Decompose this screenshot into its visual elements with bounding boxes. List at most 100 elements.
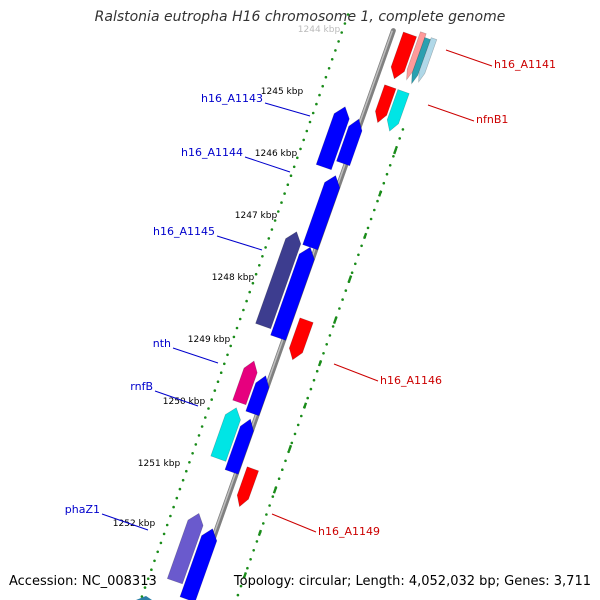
- tick-dot: [223, 362, 226, 366]
- tick-dot: [344, 289, 348, 292]
- feature-nfnB1-a[interactable]: [375, 84, 397, 124]
- reverse-gene-label[interactable]: h16_A1146: [380, 374, 442, 387]
- tick-dot: [366, 226, 370, 230]
- tick-dot: [265, 513, 268, 516]
- feature-phaZ1-cds[interactable]: [179, 528, 218, 600]
- feature-nth[interactable]: [232, 360, 258, 406]
- accession-text: Accession: NC_008313: [9, 574, 157, 589]
- forward-gene-label[interactable]: rnfB: [130, 380, 153, 393]
- feature-h16_A1141-alt3[interactable]: [418, 37, 438, 83]
- tick-dot: [350, 271, 354, 275]
- tick-dot: [305, 129, 309, 133]
- forward-gene-label[interactable]: phaZ1: [65, 503, 100, 516]
- feature-nfnB1[interactable]: [386, 89, 410, 132]
- tick-dot: [200, 425, 204, 428]
- tick-dot: [165, 523, 169, 527]
- tick-dot: [382, 181, 386, 185]
- leader-line: [333, 363, 379, 382]
- tick-dot: [156, 550, 159, 554]
- major-tick-mark: [362, 232, 368, 240]
- major-tick-mark: [332, 317, 338, 325]
- tick-label: 1250 kbp: [163, 397, 206, 407]
- leader-line: [101, 513, 149, 531]
- tick-dot: [172, 505, 175, 509]
- tick-dot: [311, 111, 315, 115]
- feature-h16_A1145[interactable]: [255, 231, 302, 330]
- leader-line: [264, 102, 311, 117]
- tick-dot: [255, 540, 259, 543]
- tick-label: 1249 kbp: [188, 335, 231, 345]
- tick-dot: [398, 137, 402, 140]
- tick-dot: [385, 172, 389, 176]
- tick-dot: [327, 67, 331, 70]
- tick-dot: [246, 566, 249, 570]
- tick-dot: [143, 586, 147, 589]
- tick-dot: [392, 155, 395, 158]
- tick-dot: [271, 495, 275, 498]
- leader-line: [244, 156, 291, 173]
- tick-dot: [315, 369, 319, 373]
- tick-dot: [261, 254, 264, 258]
- tick-dot: [286, 183, 290, 186]
- major-tick-mark: [393, 147, 398, 155]
- feature-h16_A1149[interactable]: [236, 466, 259, 508]
- reverse-gene-label[interactable]: h16_A1149: [318, 525, 380, 538]
- forward-gene-label[interactable]: h16_A1143: [201, 92, 263, 105]
- forward-gene-label[interactable]: h16_A1145: [153, 225, 215, 238]
- feature-h16_A1141[interactable]: [390, 31, 417, 80]
- feature-h16_A1141-alt1[interactable]: [406, 31, 427, 81]
- feature-h16_A1144[interactable]: [302, 175, 341, 251]
- forward-gene-label[interactable]: h16_A1144: [181, 146, 243, 159]
- tick-dot: [229, 344, 232, 348]
- tick-dot: [376, 199, 379, 203]
- tick-dot: [153, 559, 156, 563]
- tick-dot: [322, 352, 325, 355]
- tick-dot: [354, 262, 357, 266]
- tick-dot: [188, 461, 191, 464]
- tick-dot: [249, 558, 252, 561]
- tick-dot: [289, 174, 293, 177]
- tick-dot: [245, 299, 248, 303]
- reverse-gene-label[interactable]: h16_A1141: [494, 58, 556, 71]
- tick-dot: [262, 522, 265, 525]
- feature-h16_A1143[interactable]: [315, 106, 350, 171]
- feature-h16_A1143-cds[interactable]: [336, 118, 363, 167]
- tick-dot: [169, 514, 172, 518]
- tick-dot: [346, 13, 350, 16]
- feature-nth-cds[interactable]: [245, 375, 270, 417]
- tick-dot: [219, 371, 223, 375]
- tick-dot: [226, 353, 229, 357]
- tick-dot: [302, 138, 306, 142]
- tick-label: 1251 kbp: [138, 459, 181, 469]
- feature-rnfB[interactable]: [210, 407, 241, 462]
- tick-dot: [330, 58, 334, 61]
- tick-dot: [235, 326, 239, 330]
- tick-dot: [373, 208, 376, 212]
- tick-label: 1245 kbp: [261, 87, 304, 97]
- partial-feature-edge: [136, 596, 152, 600]
- tick-dot: [328, 334, 332, 337]
- tick-dot: [388, 164, 392, 167]
- feature-phaZ1[interactable]: [166, 512, 204, 585]
- major-tick-mark: [272, 487, 278, 494]
- tick-dot: [341, 298, 344, 301]
- tick-label: 1244 kbp: [298, 25, 341, 35]
- tick-dot: [268, 504, 271, 507]
- feature-h16_A1146[interactable]: [288, 317, 314, 361]
- major-tick-mark: [287, 444, 293, 452]
- forward-gene-label[interactable]: nth: [153, 337, 171, 350]
- tick-dot: [300, 414, 303, 418]
- feature-h16_A1141-alt2[interactable]: [411, 37, 431, 85]
- tick-dot: [191, 452, 194, 455]
- tick-dot: [146, 577, 150, 580]
- tick-dot: [252, 549, 255, 552]
- tick-dot: [315, 102, 318, 106]
- tick-dot: [296, 156, 299, 160]
- major-tick-mark: [317, 359, 323, 367]
- reverse-gene-label[interactable]: nfnB1: [476, 113, 508, 126]
- feature-h16_A1145-cds[interactable]: [270, 246, 315, 341]
- tick-dot: [306, 396, 310, 400]
- feature-rnfB-cds[interactable]: [224, 418, 254, 475]
- tick-dot: [248, 290, 251, 294]
